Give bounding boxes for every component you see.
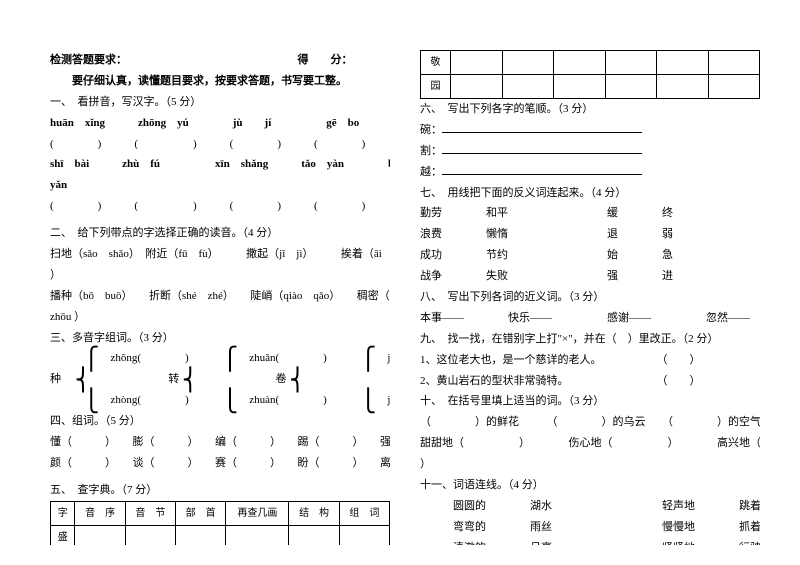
q10-r1: （ ）的鲜花 （ ）的乌云 （ ）的空气	[420, 412, 760, 433]
q2-r2: 播种（bō buō） 折断（shé zhé） 陡峭（qiào qǎo） 稠密（c…	[50, 286, 390, 307]
q5-header-row: 字 音 序 音 节 部 首 再查几画 结 构 组 词	[51, 501, 390, 525]
header-score: 得 分：	[298, 54, 353, 66]
q10-r2: 甜甜地（ ） 伤心地（ ） 高兴地（	[420, 433, 760, 454]
right-top-table: 敬 园	[420, 50, 760, 99]
q5-r0: 盛	[51, 525, 75, 545]
q11-r1: 圆圆的 湖水 轻声地 跳着	[420, 496, 760, 517]
q7-title: 七、 用线把下面的反义词连起来。（4 分）	[420, 183, 760, 204]
q6-2-label: 割：	[420, 145, 442, 157]
q5-h3: 部 首	[176, 501, 226, 525]
left-column: 检测答题要求： 得 分： 要仔细认真，读懂题目要求，按要求答题，书写要工整。 一…	[50, 50, 390, 545]
q1-r4: ( ) ( ) ( ) ( ) ( )	[50, 196, 390, 217]
q3-r1: ⎧ zhōng( ) ⎧ zhuǎn( ) ⎧ juǎn (	[50, 348, 390, 369]
q11-r3: 清澈的 月亮 紧紧地 行驶	[420, 538, 760, 545]
q11-title: 十一、词语连线。（4 分）	[420, 475, 760, 496]
q1-r2: ( ) ( ) ( ) ( ) ( )	[50, 134, 390, 155]
q5-h5: 结 构	[289, 501, 339, 525]
q3-mid-c: 卷	[276, 373, 287, 385]
underline	[442, 121, 642, 133]
q9-title: 九、 找一找，在错别字上打"×"，并在（ ）里改正。（2 分）	[420, 329, 760, 350]
q5-h0: 字	[51, 501, 75, 525]
q2-r1: 扫地（sǎo shǎo） 附近（fū fù） 撒起（jī jì） 挨着（āi á…	[50, 244, 390, 265]
q6-3-label: 越：	[420, 166, 442, 178]
underline	[442, 142, 642, 154]
q3-mid-b: 转	[168, 373, 179, 385]
q8-r1: 本事—— 快乐—— 感谢—— 忽然——	[420, 308, 760, 329]
q5-h2: 音 节	[125, 501, 175, 525]
q5-title: 五、 查字典。（7 分）	[50, 480, 390, 501]
q1-r3b: yǎn	[50, 175, 390, 196]
underline	[442, 163, 642, 175]
q8-title: 八、 写出下列各词的近义词。（3 分）	[420, 287, 760, 308]
q11-r2: 弯弯的 雨丝 慢慢地 抓着	[420, 517, 760, 538]
q1-title: 一、 看拼音，写汉字。（5 分）	[50, 92, 390, 113]
q5-row: 盛	[51, 525, 390, 545]
q3-mid-a: 种	[50, 373, 61, 385]
q3-r2b: zhuàn( )	[249, 394, 327, 406]
q4-r1: 懂（ ） 膨（ ） 编（ ） 踢（ ） 强（ ）	[50, 432, 390, 453]
q5-h4: 再查几画	[226, 501, 289, 525]
q10-title: 十、 在括号里填上适当的词。（3 分）	[420, 391, 760, 412]
header-line: 检测答题要求： 得 分：	[50, 50, 390, 71]
q6-2: 割：	[420, 141, 760, 162]
right-column: 敬 园 六、 写出下列各字的笔顺。（3 分） 碗： 割： 越： 七、 用线把下面…	[420, 50, 760, 545]
q7-r2: 浪费 懒惰 退 弱	[420, 224, 760, 245]
q2-title: 二、 给下列带点的字选择正确的读音。（4 分）	[50, 223, 390, 244]
rt-r0: 敬	[421, 51, 451, 75]
q5-h1: 音 序	[75, 501, 125, 525]
rt-row: 敬	[421, 51, 760, 75]
q3-mid: 种 ⎨ 转 ⎨ 卷 ⎨	[50, 369, 390, 390]
q3-r2: ⎩ zhòng( ) ⎩ zhuàn( ) ⎩ juàn( )	[50, 390, 390, 411]
rt-r1: 园	[421, 75, 451, 99]
q3-title: 三、多音字组词。（3 分）	[50, 328, 390, 349]
header-req: 检测答题要求：	[50, 54, 127, 66]
q9-r1: 1、这位老大也，是一个慈详的老人。 （ ）	[420, 350, 760, 371]
q4-title: 四、组词。（5 分）	[50, 411, 390, 432]
q1-r3: shī bài zhù fú xīn shǎng tǎo yàn biǎo	[50, 154, 390, 175]
q10-r2b: ）	[420, 454, 760, 475]
q3-r2a: zhòng( )	[111, 394, 189, 406]
q7-r4: 战争 失败 强 进	[420, 266, 760, 287]
header-sub: 要仔细认真，读懂题目要求，按要求答题，书写要工整。	[50, 71, 390, 92]
q6-title: 六、 写出下列各字的笔顺。（3 分）	[420, 99, 760, 120]
q6-1-label: 碗：	[420, 124, 442, 136]
q2-r1b: ）	[50, 265, 390, 286]
rt-row: 园	[421, 75, 760, 99]
q9-r2: 2、黄山岩石的型状非常骑特。 （ ）	[420, 371, 760, 392]
q1-r1: huān xǐng zhōng yú jù jí gē bo hú dié	[50, 113, 390, 134]
q2-r2b: zhōu ）	[50, 307, 390, 328]
q3-r2c: juàn( )	[387, 394, 390, 406]
q7-r1: 勤劳 和平 缓 终	[420, 203, 760, 224]
q6-1: 碗：	[420, 120, 760, 141]
q5-table: 字 音 序 音 节 部 首 再查几画 结 构 组 词 盛 寿	[50, 501, 390, 545]
q5-h6: 组 词	[339, 501, 389, 525]
q3-r1a: zhōng( )	[111, 352, 189, 364]
q3-r1c: juǎn (	[387, 352, 390, 364]
q3-r1b: zhuǎn( )	[249, 352, 327, 364]
q7-r3: 成功 节约 始 急	[420, 245, 760, 266]
q4-r2: 颜（ ） 谈（ ） 赛（ ） 盼（ ） 离（ ）	[50, 453, 390, 474]
q6-3: 越：	[420, 162, 760, 183]
